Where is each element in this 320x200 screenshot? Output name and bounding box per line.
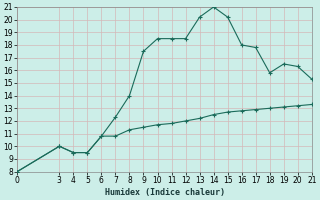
X-axis label: Humidex (Indice chaleur): Humidex (Indice chaleur)	[105, 188, 225, 197]
